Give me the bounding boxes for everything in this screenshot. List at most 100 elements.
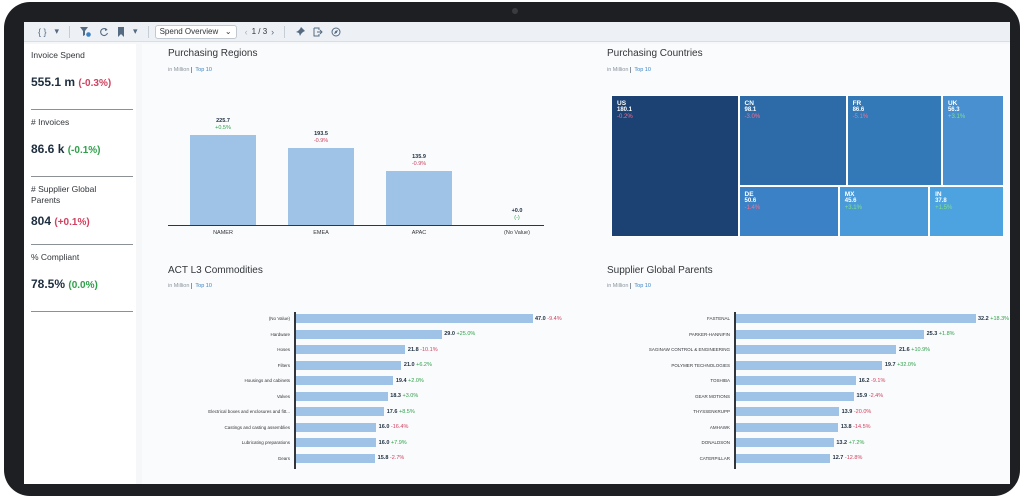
kpi-value: 78.5% <box>31 277 66 291</box>
bar-delta: -2.4% <box>867 393 884 399</box>
treemap-cell-value: 45.6 <box>844 198 857 205</box>
bar[interactable] <box>295 314 533 323</box>
bar-value-label: +0.0 (-) <box>484 208 550 222</box>
bar-delta: +1.8% <box>937 331 955 337</box>
story-page-select[interactable]: Spend Overview ⌄ <box>154 24 237 39</box>
bar-value-label: 21.6 +10.9% <box>899 347 930 353</box>
treemap-cell-fr[interactable]: FR 86.6 -5.1% <box>846 95 942 187</box>
treemap-cell-delta: +1.5% <box>935 205 953 212</box>
bar[interactable] <box>295 453 376 463</box>
pin-icon[interactable] <box>291 22 309 42</box>
category-label: DONALDSON <box>701 440 730 445</box>
bar[interactable] <box>295 329 442 339</box>
bar[interactable] <box>735 407 840 416</box>
bar[interactable] <box>735 360 883 370</box>
y-axis <box>294 312 296 469</box>
code-icon[interactable]: { } <box>38 26 47 37</box>
export-icon[interactable] <box>309 22 327 42</box>
kpi-invoice-spend[interactable]: Invoice Spend 555.1 m (-0.3%) <box>31 50 133 110</box>
treemap-cell-cn[interactable]: CN 98.1 -3.0% <box>738 95 847 187</box>
bar[interactable] <box>295 391 388 401</box>
bar[interactable] <box>288 147 354 225</box>
unit-label: in Million <box>607 67 629 73</box>
category-label: SAGINAW CONTROL & ENGINEERING <box>648 347 730 352</box>
category-label: POLYMER TECHNOLOGIES <box>671 362 730 368</box>
treemap-cell-de[interactable]: DE 50.6 -1.4% <box>738 186 839 237</box>
treemap-cell-uk[interactable]: UK 56.3 +3.1% <box>941 95 1004 187</box>
category-label: THYSSENKRUPP <box>693 409 730 414</box>
screen: { } ▾ ▾ Spend Overview ⌄ ‹ 1 / 3 › <box>24 22 1010 484</box>
bar-value: 12.7 <box>832 455 844 461</box>
bookmark-dropdown-icon[interactable]: ▾ <box>133 26 138 36</box>
bar[interactable] <box>295 422 377 432</box>
next-page-icon[interactable]: › <box>271 26 275 37</box>
bar-value: 13.9 <box>841 408 853 415</box>
widget-title: Purchasing Countries <box>607 48 703 59</box>
kpi-compliant[interactable]: % Compliant 78.5% (0.0%) <box>31 252 133 312</box>
bar-delta: -0.9% <box>411 160 427 167</box>
treemap-cell-in[interactable]: IN 37.8 +1.5% <box>929 186 1004 237</box>
bar[interactable] <box>735 391 854 401</box>
treemap-cell-delta: -3.0% <box>744 114 761 120</box>
bar-value-label: 15.8 -2.7% <box>378 455 405 461</box>
explore-icon[interactable] <box>327 22 345 42</box>
treemap-cell-delta: +3.1% <box>844 205 862 212</box>
treemap-cell-mx[interactable]: MX 45.6 +3.1% <box>838 186 930 237</box>
bar-value: 135.9 <box>412 153 426 160</box>
kpi-title: Invoice Spend <box>31 50 85 60</box>
widget-subtitle: in Million Top 10 <box>168 283 212 289</box>
bar-value: 15.8 <box>377 455 389 461</box>
category-label: Gears <box>277 455 290 461</box>
filter-icon[interactable] <box>76 22 95 42</box>
kpi-value: 86.6 k <box>31 142 65 156</box>
bar-delta: -0.9% <box>313 137 329 144</box>
bar[interactable] <box>295 376 394 385</box>
bar[interactable] <box>386 170 452 225</box>
treemap-cell-delta: +3.1% <box>947 114 966 120</box>
bookmark-icon[interactable] <box>113 22 129 42</box>
bar-delta: +6.2% <box>414 362 432 368</box>
category-label: Filters <box>277 362 290 368</box>
kpi-value-row: 86.6 k (-0.1%) <box>31 142 133 156</box>
bar-value: 32.2 <box>978 315 989 322</box>
bar[interactable] <box>295 360 402 370</box>
top-filter-link[interactable]: Top 10 <box>630 67 651 73</box>
bar[interactable] <box>735 345 897 354</box>
bar-value-label: 19.4 +2.0% <box>396 378 424 384</box>
bar[interactable] <box>295 407 385 416</box>
kpi-supplier-global-parents[interactable]: # Supplier Global Parents 804 (+0.1%) <box>31 184 133 245</box>
bar[interactable] <box>735 438 834 447</box>
bar-value-label: 21.0 +6.2% <box>404 362 432 368</box>
bar[interactable] <box>735 314 976 323</box>
treemap-cell-us[interactable]: US 180.1 -0.2% <box>611 95 739 237</box>
kpi-value-row: 555.1 m (-0.3%) <box>31 75 133 89</box>
bar-delta: +7.9% <box>389 439 407 446</box>
top-filter-link[interactable]: Top 10 <box>191 283 212 289</box>
category-label: APAC <box>411 230 427 236</box>
category-label: CATERPILLAR <box>699 455 730 461</box>
bar[interactable] <box>735 453 831 463</box>
bar[interactable] <box>735 329 925 339</box>
treemap-cell-delta: -5.1% <box>852 114 869 120</box>
treemap-cell-name: FR <box>852 100 862 107</box>
category-label: Lubricating preparations <box>241 440 290 445</box>
kpi-value-row: 804 (+0.1%) <box>31 214 133 228</box>
tablet-frame: { } ▾ ▾ Spend Overview ⌄ ‹ 1 / 3 › <box>4 2 1020 496</box>
code-dropdown-icon[interactable]: ▾ <box>54 26 60 36</box>
bar-value-label: 32.2 +18.3% <box>978 316 1009 322</box>
top-filter-link[interactable]: Top 10 <box>191 67 212 73</box>
kpi-invoices[interactable]: # Invoices 86.6 k (-0.1%) <box>31 117 133 177</box>
bar-delta: -16.4% <box>389 424 409 430</box>
bar[interactable] <box>735 376 857 385</box>
story-page-select-value: Spend Overview <box>159 27 219 36</box>
refresh-icon[interactable] <box>95 22 113 42</box>
previous-page-icon[interactable]: ‹ <box>244 26 248 37</box>
bar-value: 21.0 <box>403 362 415 368</box>
camera <box>512 8 518 14</box>
treemap-cell-value: 50.6 <box>744 198 757 205</box>
bar[interactable] <box>295 438 377 447</box>
bar[interactable] <box>295 345 406 354</box>
bar[interactable] <box>190 134 256 225</box>
top-filter-link[interactable]: Top 10 <box>630 283 651 289</box>
bar[interactable] <box>735 422 839 432</box>
